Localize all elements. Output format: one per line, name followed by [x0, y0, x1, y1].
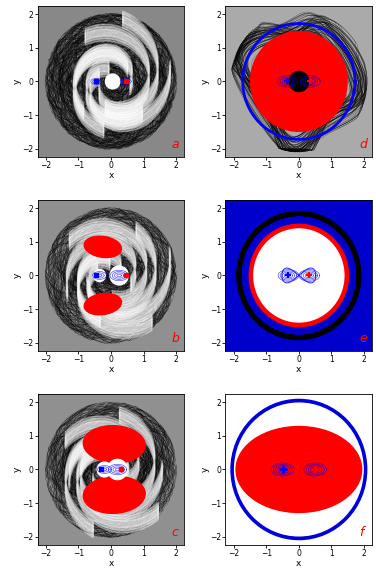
Y-axis label: y: y: [13, 273, 21, 278]
X-axis label: x: x: [108, 365, 114, 374]
Ellipse shape: [84, 236, 121, 257]
Circle shape: [231, 399, 367, 540]
Ellipse shape: [83, 425, 145, 463]
Y-axis label: y: y: [13, 79, 21, 84]
Text: b: b: [171, 332, 179, 345]
Y-axis label: y: y: [200, 467, 209, 472]
Circle shape: [289, 72, 309, 91]
Circle shape: [97, 462, 112, 477]
Circle shape: [110, 266, 128, 285]
Circle shape: [250, 32, 347, 131]
Circle shape: [249, 224, 349, 327]
Circle shape: [94, 269, 105, 282]
Text: d: d: [359, 138, 367, 151]
Circle shape: [108, 460, 127, 479]
Ellipse shape: [83, 476, 145, 513]
Text: c: c: [171, 526, 178, 539]
Y-axis label: y: y: [13, 467, 21, 472]
Text: e: e: [359, 332, 367, 345]
Circle shape: [240, 215, 358, 336]
Text: a: a: [171, 138, 179, 151]
Circle shape: [254, 229, 344, 322]
X-axis label: x: x: [296, 365, 302, 374]
X-axis label: x: x: [108, 171, 114, 180]
Y-axis label: y: y: [200, 273, 209, 278]
Circle shape: [237, 211, 361, 340]
Circle shape: [105, 74, 120, 89]
Ellipse shape: [84, 294, 121, 315]
Circle shape: [235, 403, 363, 536]
X-axis label: x: x: [296, 559, 302, 568]
X-axis label: x: x: [296, 171, 302, 180]
Ellipse shape: [236, 427, 362, 512]
Text: f: f: [359, 526, 364, 539]
Y-axis label: y: y: [200, 79, 209, 84]
X-axis label: x: x: [108, 559, 114, 568]
